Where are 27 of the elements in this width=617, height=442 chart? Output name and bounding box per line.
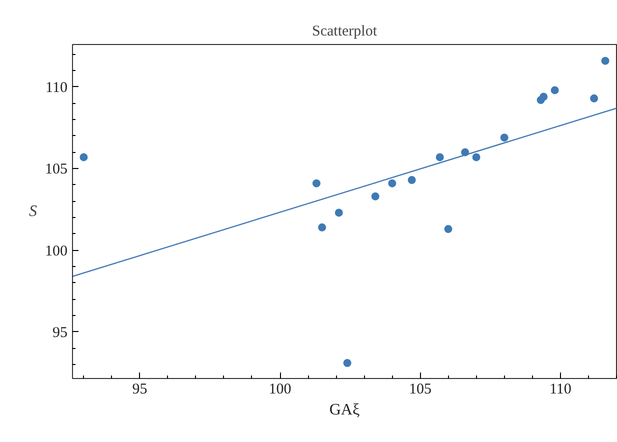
y-tick-label: 100 — [45, 243, 68, 260]
point — [436, 153, 444, 162]
x-tick-label: 110 — [549, 382, 572, 398]
point — [550, 86, 559, 94]
x-tick-label: 105 — [408, 382, 432, 398]
point — [408, 176, 416, 184]
point — [601, 56, 610, 65]
point — [540, 92, 548, 101]
point — [388, 179, 396, 188]
point — [318, 223, 326, 232]
point — [472, 153, 480, 162]
point — [80, 153, 88, 162]
point — [312, 179, 320, 188]
point — [343, 358, 352, 367]
x-tick-label: 95 — [132, 382, 148, 398]
point — [334, 208, 343, 217]
y-tick-label: 105 — [45, 162, 68, 178]
point — [500, 134, 508, 142]
y-tick-label: 110 — [46, 80, 68, 96]
chart-title: Scatterplot — [312, 24, 378, 40]
x-axis-title: GAξ — [329, 402, 360, 418]
point — [371, 192, 380, 200]
point — [590, 94, 598, 102]
y-axis-title: S — [29, 203, 37, 220]
x-tick-label: 100 — [268, 382, 292, 398]
y-tick-label: 95 — [52, 324, 68, 341]
point — [444, 225, 452, 234]
